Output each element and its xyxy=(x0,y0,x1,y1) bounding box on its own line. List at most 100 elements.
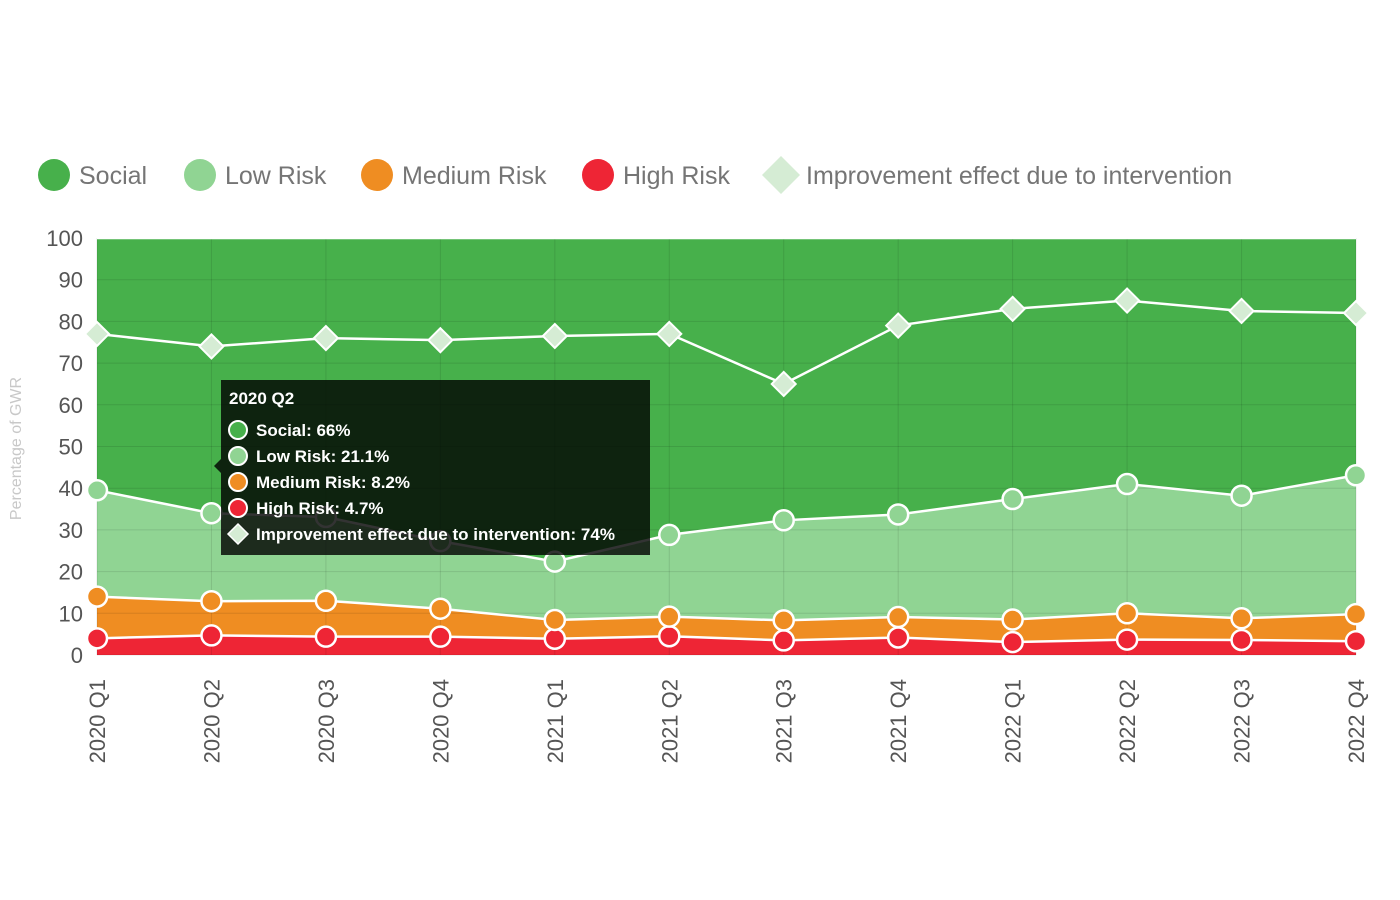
point-improvement-2020-q1 xyxy=(83,320,111,348)
point-improvement-2020-q4 xyxy=(426,326,454,354)
legend-label-high-risk: High Risk xyxy=(623,162,730,190)
x-tick-label-2020-q3: 2020 Q3 xyxy=(314,679,339,763)
point-medium-risk-2022-q3 xyxy=(1230,607,1253,630)
point-medium-risk-2021-q4 xyxy=(886,605,910,629)
point-low-risk-2022-q1 xyxy=(1001,487,1024,511)
tooltip-marker-high-risk xyxy=(228,498,248,518)
point-improvement-2022-q1 xyxy=(999,295,1027,323)
point-low-risk-2021-q2 xyxy=(658,523,681,547)
legend-label-improvement-effect-due-to-intervention: Improvement effect due to intervention xyxy=(806,162,1232,190)
legend-label-low-risk: Low Risk xyxy=(225,162,327,190)
y-tick-label-70: 70 xyxy=(59,351,83,376)
y-tick-label-0: 0 xyxy=(71,643,83,668)
y-tick-label-80: 80 xyxy=(59,309,83,334)
tooltip-line-improvement-effect-due-to-intervention: Improvement effect due to intervention: … xyxy=(256,525,615,544)
point-low-risk-2020-q1 xyxy=(85,479,109,502)
point-medium-risk-2020-q2 xyxy=(200,589,223,613)
x-tick-label-2020-q1: 2020 Q1 xyxy=(85,679,110,763)
legend-label-medium-risk: Medium Risk xyxy=(402,162,547,190)
tooltip: 2020 Q2 Social: 66% Low Risk: 21.1% Medium … xyxy=(214,380,650,555)
line-improvement xyxy=(96,299,1357,386)
x-tick-label-2021-q1: 2021 Q1 xyxy=(543,679,568,763)
point-medium-risk-2021-q2 xyxy=(658,605,681,628)
point-medium-risk-2021-q1 xyxy=(543,608,567,632)
tooltip-box xyxy=(221,380,650,555)
area-high-risk xyxy=(97,635,1356,655)
legend-marker-low-risk xyxy=(184,159,216,191)
x-tick-label-2022-q1: 2022 Q1 xyxy=(1001,679,1026,763)
point-medium-risk-2022-q4 xyxy=(1344,602,1368,626)
point-high-risk-2021-q4 xyxy=(886,626,910,649)
point-high-risk-2022-q3 xyxy=(1230,628,1253,652)
x-tick-label-2020-q4: 2020 Q4 xyxy=(428,679,453,763)
legend-label-social: Social xyxy=(79,162,147,190)
point-high-risk-2021-q2 xyxy=(658,624,681,648)
point-improvement-2022-q2 xyxy=(1113,287,1141,314)
x-tick-label-2022-q2: 2022 Q2 xyxy=(1115,679,1140,763)
tooltip-line-high-risk: High Risk: 4.7% xyxy=(256,499,384,518)
y-tick-label-60: 60 xyxy=(59,393,83,418)
tooltip-marker-improvement xyxy=(226,522,250,546)
y-axis-title: Percentage of GWR xyxy=(8,377,25,520)
legend: Social Low Risk Medium Risk High Risk Improv… xyxy=(38,156,1232,194)
tooltip-marker-social xyxy=(228,420,248,440)
point-low-risk-2020-q2 xyxy=(200,501,223,525)
point-medium-risk-2021-q3 xyxy=(772,609,795,632)
point-high-risk-2020-q1 xyxy=(85,627,109,650)
point-medium-risk-2020-q1 xyxy=(85,585,109,608)
point-high-risk-2021-q1 xyxy=(543,627,567,650)
point-improvement-2021-q4 xyxy=(884,312,912,339)
tooltip-line-low-risk: Low Risk: 21.1% xyxy=(256,447,389,466)
point-high-risk-2022-q1 xyxy=(1001,630,1024,654)
tooltip-marker-low-risk xyxy=(228,446,248,466)
y-tick-label-10: 10 xyxy=(59,601,83,626)
point-medium-risk-2022-q2 xyxy=(1115,602,1139,625)
legend-marker-medium-risk xyxy=(361,159,393,191)
point-low-risk-2022-q2 xyxy=(1115,472,1139,496)
point-low-risk-2022-q4 xyxy=(1344,464,1368,487)
legend-marker-social xyxy=(38,159,70,191)
point-medium-risk-2022-q1 xyxy=(1001,608,1024,631)
y-tick-label-50: 50 xyxy=(59,435,83,460)
y-tick-label-30: 30 xyxy=(59,518,83,543)
x-tick-label-2021-q3: 2021 Q3 xyxy=(772,679,797,763)
tooltip-caret xyxy=(214,459,221,473)
point-improvement-2021-q2 xyxy=(655,320,683,348)
x-tick-label-2022-q4: 2022 Q4 xyxy=(1344,679,1369,763)
point-improvement-2021-q1 xyxy=(541,322,569,350)
point-low-risk-2021-q4 xyxy=(886,503,910,526)
point-low-risk-2021-q3 xyxy=(772,509,795,532)
y-tick-label-20: 20 xyxy=(59,560,83,585)
x-tick-label-2021-q2: 2021 Q2 xyxy=(657,679,682,763)
x-tick-label-2020-q2: 2020 Q2 xyxy=(199,679,224,763)
point-improvement-2022-q3 xyxy=(1228,297,1255,325)
tooltip-line-medium-risk: Medium Risk: 8.2% xyxy=(256,473,410,492)
tooltip-marker-medium-risk xyxy=(228,472,248,492)
line-medium-risk xyxy=(96,595,1357,622)
tooltip-title: 2020 Q2 xyxy=(229,389,294,408)
x-tick-label-2022-q3: 2022 Q3 xyxy=(1230,679,1255,763)
point-improvement-2021-q3 xyxy=(770,370,798,398)
point-improvement-2020-q3 xyxy=(312,324,340,352)
point-improvement-2022-q4 xyxy=(1342,299,1370,327)
point-low-risk-2022-q3 xyxy=(1230,484,1253,507)
point-high-risk-2021-q3 xyxy=(772,629,795,652)
legend-marker-high-risk xyxy=(582,159,614,191)
line-high-risk xyxy=(96,634,1357,644)
point-improvement-2020-q2 xyxy=(198,333,225,360)
legend-marker-improvement-effect-due-to-intervention xyxy=(762,156,800,194)
point-high-risk-2022-q2 xyxy=(1115,628,1139,651)
y-tick-label-40: 40 xyxy=(59,476,83,501)
y-tick-label-100: 100 xyxy=(46,226,83,251)
area-low-risk xyxy=(97,475,1356,621)
y-tick-label-90: 90 xyxy=(59,268,83,293)
point-medium-risk-2020-q3 xyxy=(314,589,338,613)
point-high-risk-2020-q3 xyxy=(314,625,338,648)
point-high-risk-2020-q4 xyxy=(429,625,452,648)
point-high-risk-2022-q4 xyxy=(1344,629,1368,653)
tooltip-line-social: Social: 66% xyxy=(256,421,351,440)
point-medium-risk-2020-q4 xyxy=(429,597,452,620)
point-high-risk-2020-q2 xyxy=(200,624,223,647)
